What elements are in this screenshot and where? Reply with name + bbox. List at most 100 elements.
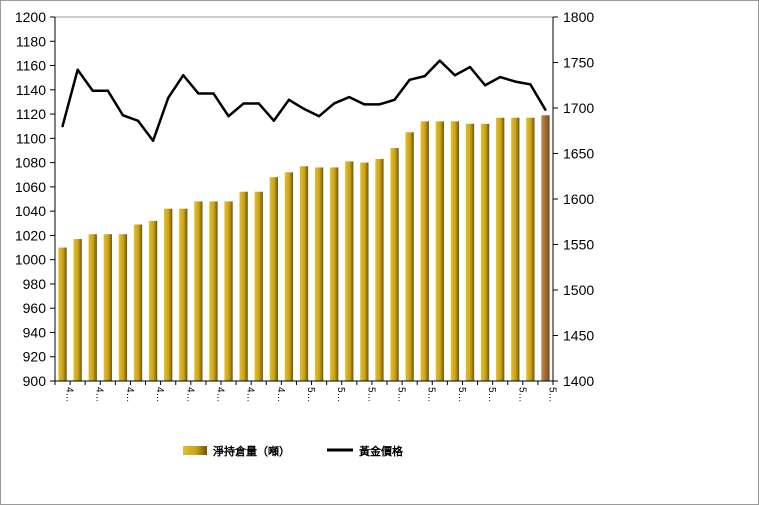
x-tick-label: 5… [335,387,346,403]
x-tick-label: 5… [396,387,407,403]
gold-price-point [302,107,306,111]
y-right-tick-label: 1500 [563,282,594,298]
y-left-tick-label: 1120 [16,106,46,122]
gold-price-point [182,74,185,77]
y-right-tick-label: 1550 [563,237,594,253]
gold-price-point [91,89,94,92]
gold-price-point [363,103,366,106]
gold-price-point [242,102,245,105]
x-tick-label: 5… [456,387,467,403]
x-tick-label: 4… [275,387,286,403]
gold-price-point [544,108,547,112]
bar [541,115,550,381]
x-tick-label: 5… [305,387,316,403]
x-tick-label: 4… [94,387,105,403]
bar [103,234,112,381]
gold-price-point [136,119,140,122]
x-tick-label: 4… [64,387,75,403]
x-tick-label: 4… [124,387,135,403]
bar [133,224,143,381]
bar [420,121,429,381]
legend-label-line: 黃金價格 [358,444,404,458]
x-tick-label: 4… [214,387,225,403]
bar [269,177,278,381]
y-right-tick-label: 1800 [563,9,594,25]
y-left-tick-label: 1040 [15,203,46,219]
bar [164,208,173,381]
gold-price-point [498,75,502,79]
gold-price-point [317,114,321,118]
bar [450,121,460,381]
gold-price-point [514,80,517,83]
bar [194,201,203,381]
bar [526,117,535,382]
bar [435,121,444,381]
y-right-tick-label: 1700 [563,100,594,116]
legend: 淨持倉量（噸） 黃金價格 [183,444,404,458]
gold-price-point [166,96,170,100]
gold-price-point [529,83,532,86]
bar [224,201,233,381]
gold-price-point [272,119,276,122]
bar [88,234,97,381]
y-right-tick-label: 1450 [563,328,594,344]
bar [360,162,369,381]
y-right-tick-label: 1400 [563,373,594,389]
bar [496,117,505,382]
gold-price-point [76,68,79,71]
bar [299,166,309,381]
bars-layer [58,115,550,382]
y-left-tick-label: 1020 [15,227,46,243]
gold-price-point [483,84,487,87]
gold-price-point [121,114,125,117]
x-tick-label: 4… [245,387,256,403]
y-left-tick-label: 1160 [16,58,46,74]
gold-price-point [438,59,442,62]
x-tick-label: 4… [154,387,165,403]
gold-price-point [287,98,291,102]
y-left-tick-label: 920 [23,349,47,365]
gold-price-point [197,92,200,95]
y-right-tick-label: 1750 [563,55,594,71]
bar [254,191,263,381]
x-tick-label: 5… [516,387,527,403]
y-left-tick-label: 980 [23,276,47,292]
y-right-tick-label: 1650 [563,146,594,162]
y-right-tick-label: 1600 [563,191,594,207]
bar [314,167,324,381]
gold-price-point [61,125,64,128]
y-left-tick-label: 1180 [16,33,46,49]
y-left-tick-label: 1000 [15,252,46,268]
bar [148,220,158,381]
gold-price-point [212,92,215,95]
gold-price-point [227,114,230,118]
gold-price-point [423,74,426,78]
bar [465,123,475,382]
bar [58,247,67,381]
gold-price-point [393,98,396,102]
bar [390,148,399,381]
y-left-tick-label: 960 [23,300,47,316]
x-tick-label: 5… [486,387,497,403]
bar [118,234,128,381]
bar [405,132,414,381]
legend-label-bar: 淨持倉量（噸） [213,444,290,458]
bar [511,117,520,382]
axes-layer: 900 920 940 960 980 1000 1020 1040 1060 1080 1100 1… [15,9,595,403]
x-tick-label: 5… [365,387,376,403]
bar [73,239,82,381]
y-left-tick-label: 900 [23,373,47,389]
y-left-tick-label: 1200 [15,9,46,25]
y-left-tick-label: 940 [23,324,47,340]
gold-price-point [348,95,351,99]
y-left-tick-label: 1100 [16,130,46,146]
x-tick-label: 4… [184,387,195,403]
bar [330,167,339,381]
bar [345,161,354,381]
y-left-tick-label: 1080 [15,155,46,171]
gold-price-point [468,65,472,69]
bar [239,191,248,381]
gold-price-point [151,139,155,142]
line-layer [61,59,547,143]
